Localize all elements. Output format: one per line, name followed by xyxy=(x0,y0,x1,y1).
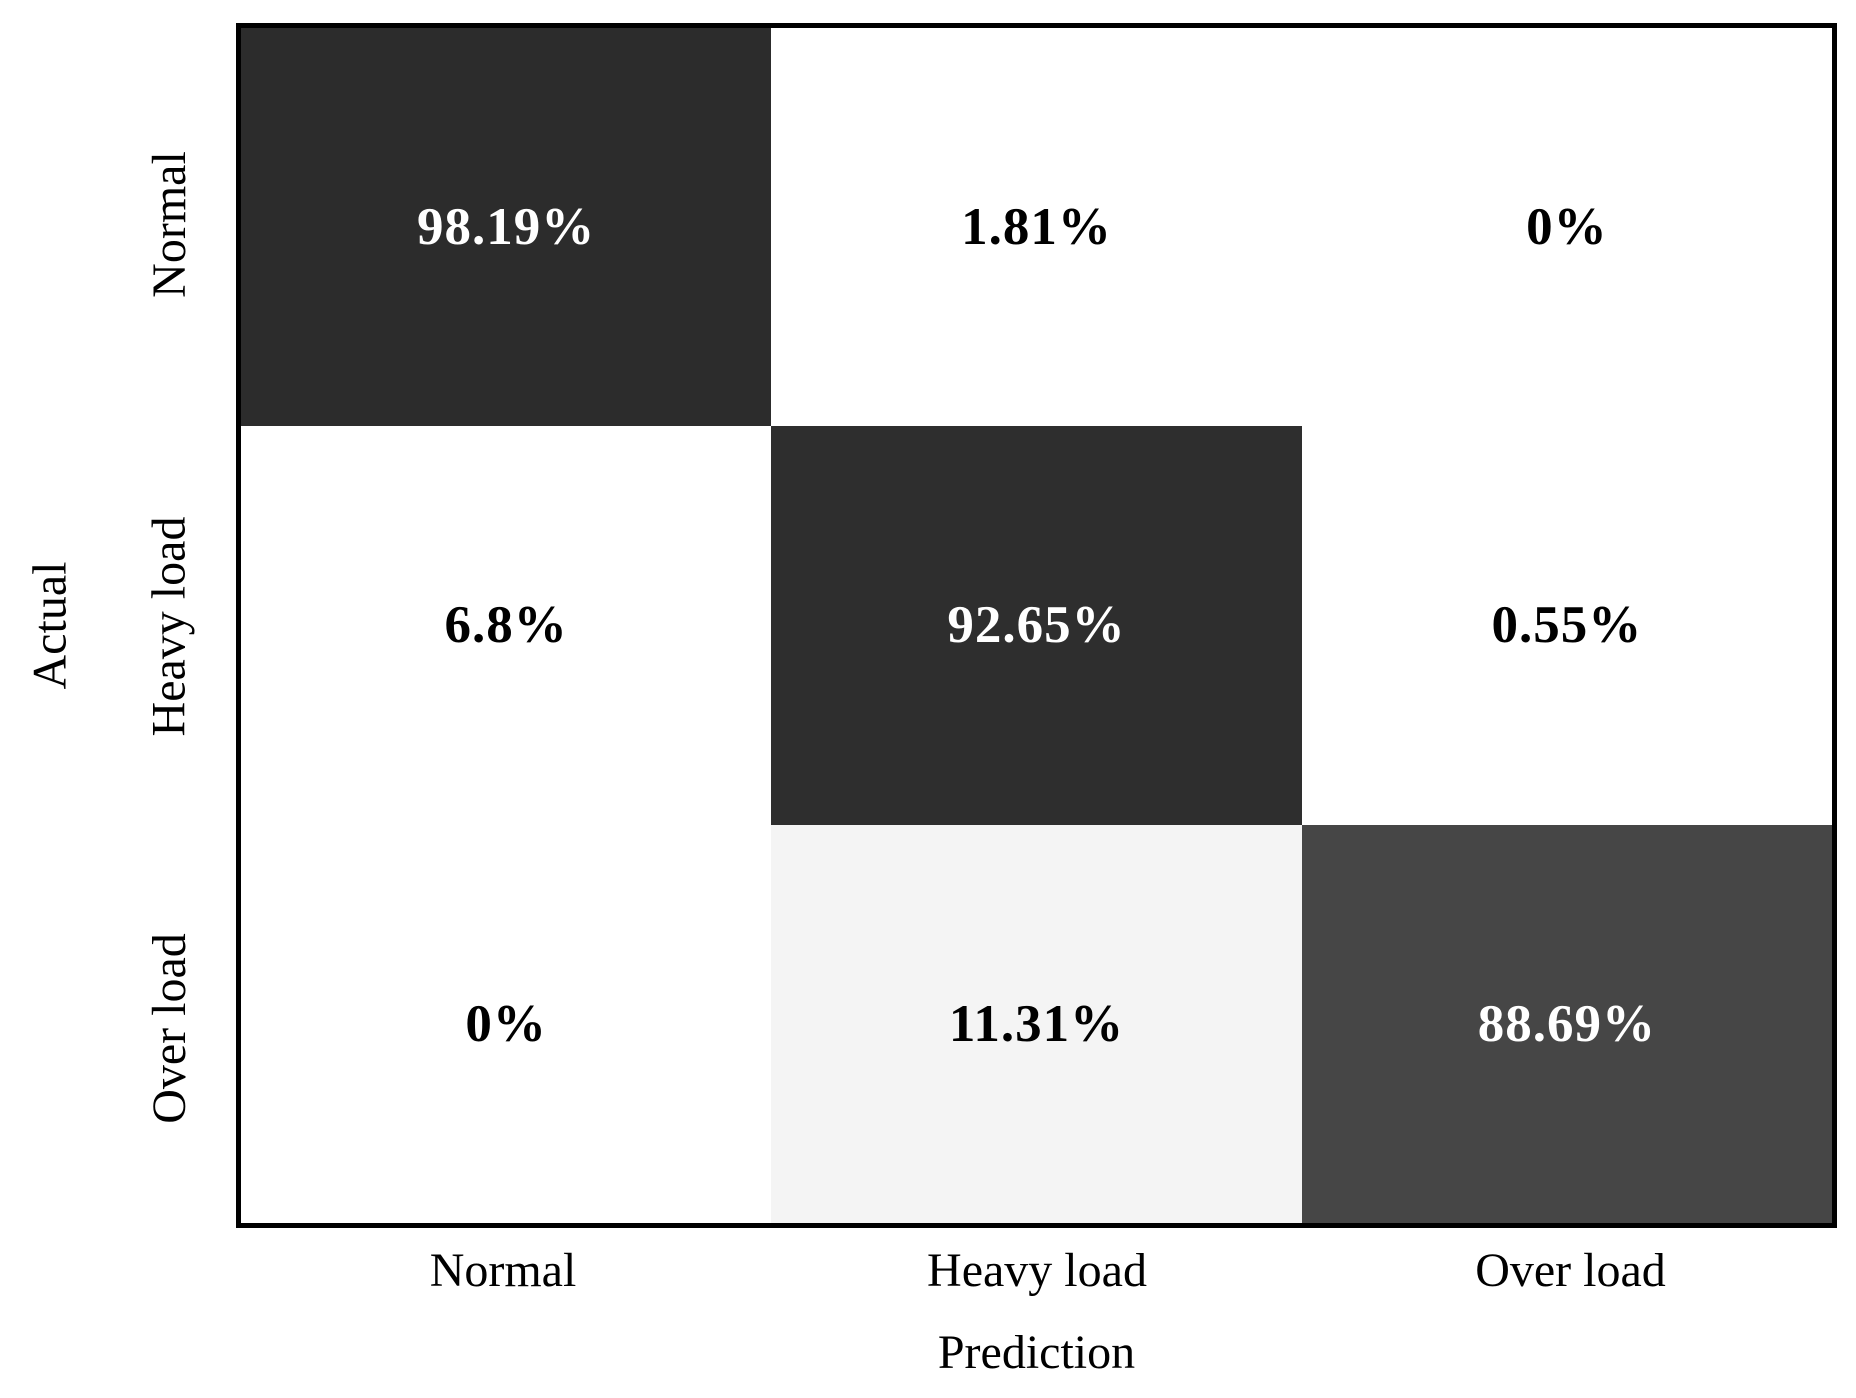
plot-area: 98.19% 1.81% 0% 6.8% 92.65% 0.55% 0% 11.… xyxy=(236,23,1837,1228)
y-tick-label-normal: Normal xyxy=(142,150,196,298)
y-axis-title: Actual xyxy=(14,23,86,1228)
matrix-cell-heavy-load-heavy-load: 92.65% xyxy=(771,426,1302,825)
matrix-cell-over-load-normal: 0% xyxy=(241,824,772,1223)
matrix-cell-over-load-heavy-load: 11.31% xyxy=(771,824,1302,1223)
matrix-cell-normal-heavy-load: 1.81% xyxy=(771,28,1302,427)
matrix-cell-normal-normal: 98.19% xyxy=(241,28,772,427)
matrix-cell-heavy-load-over-load: 0.55% xyxy=(1301,426,1832,825)
matrix-cell-heavy-load-normal: 6.8% xyxy=(241,426,772,825)
y-tick-label-heavy-load: Heavy load xyxy=(142,516,196,736)
x-tick-label-over-load: Over load xyxy=(1475,1243,1666,1297)
y-axis-title-text: Actual xyxy=(23,561,77,690)
x-tick-label-normal: Normal xyxy=(429,1243,577,1297)
matrix-cell-normal-over-load: 0% xyxy=(1301,28,1832,427)
x-axis-title-text: Prediction xyxy=(937,1325,1136,1379)
x-tick-label-heavy-load: Heavy load xyxy=(927,1243,1147,1297)
matrix-cell-over-load-over-load: 88.69% xyxy=(1301,824,1832,1223)
x-axis-title: Prediction xyxy=(236,1322,1837,1382)
y-tick-label-over-load: Over load xyxy=(142,932,196,1124)
